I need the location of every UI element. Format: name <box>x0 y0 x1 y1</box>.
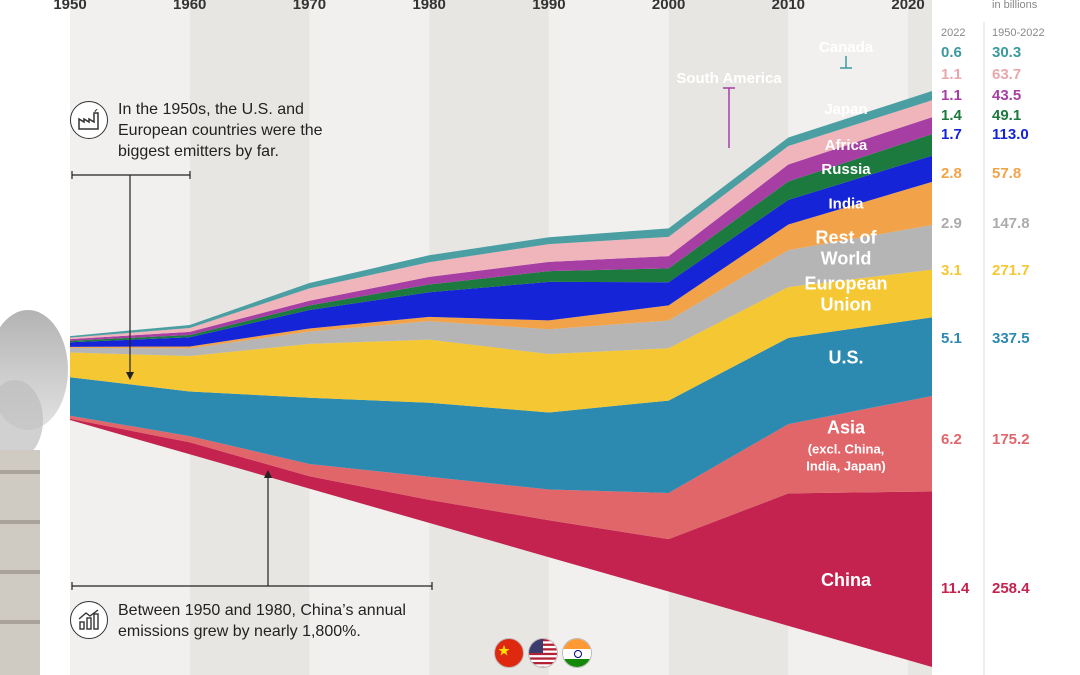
panel-value-cumulative: 271.7 <box>992 262 1030 279</box>
area-european-union <box>70 269 932 413</box>
smokestack-illustration <box>0 310 68 675</box>
region-label: Japan <box>824 101 867 118</box>
panel-background <box>934 0 1080 675</box>
callout-bottom-line2: emissions grew by nearly 1,800%. <box>118 623 361 640</box>
x-tick-label: 2010 <box>772 0 805 13</box>
region-label: China <box>821 570 872 590</box>
region-label: India <box>828 195 864 212</box>
panel-value-cumulative: 49.1 <box>992 107 1021 124</box>
panel-col2-header: 1950-2022 <box>992 27 1045 39</box>
panel-value-cumulative: 57.8 <box>992 165 1021 182</box>
x-tick-label: 1970 <box>293 0 326 13</box>
region-label: World <box>821 248 872 268</box>
region-label: (excl. China, <box>808 442 885 457</box>
panel-value-cumulative: 337.5 <box>992 330 1030 347</box>
panel-value-2022: 1.1 <box>941 87 962 104</box>
x-tick-label: 2020 <box>891 0 924 13</box>
region-label: Rest of <box>815 227 877 247</box>
x-axis-ticks: 1950 1960 1970 1980 1990 2000 2010 2020 <box>53 0 924 13</box>
callout-top-line1: In the 1950s, the U.S. and <box>118 101 304 118</box>
panel-value-cumulative: 43.5 <box>992 87 1021 104</box>
panel-value-2022: 2.9 <box>941 215 962 232</box>
area-india <box>70 181 932 349</box>
x-tick-label: 2000 <box>652 0 685 13</box>
panel-value-2022: 1.7 <box>941 126 962 143</box>
stacked-areas <box>70 91 932 667</box>
region-label: Russia <box>821 161 871 178</box>
x-tick-label: 1990 <box>532 0 565 13</box>
callout-top-line2: European countries were the <box>118 122 323 139</box>
panel-value-2022: 11.4 <box>941 580 970 597</box>
panel-value-cumulative: 30.3 <box>992 44 1021 61</box>
panel-col1-header: 2022 <box>941 27 965 39</box>
callout-top-line3: biggest emitters by far. <box>118 143 279 160</box>
panel-value-2022: 0.6 <box>941 44 962 61</box>
panel-value-cumulative: 258.4 <box>992 580 1030 597</box>
area-rest-of-world <box>70 225 932 357</box>
region-label: Canada <box>819 39 874 56</box>
callout-top: In the 1950s, the U.S. and European coun… <box>118 99 378 162</box>
south-america-leader-line <box>723 87 735 148</box>
region-labels: Canada South America Japan Africa Russia Indi… <box>676 39 887 590</box>
panel-value-2022: 5.1 <box>941 330 962 347</box>
region-label: South America <box>676 70 782 87</box>
panel-value-2022: 6.2 <box>941 431 962 448</box>
panel-value-cumulative: 147.8 <box>992 215 1030 232</box>
china-flag-icon <box>494 638 524 668</box>
panel-value-2022: 1.1 <box>941 66 962 83</box>
india-flag-icon <box>562 638 592 668</box>
right-value-panel: in billions 2022 1950-2022 0.6 30.3 1.1 63.7 1.… <box>934 0 1080 675</box>
region-label: European <box>804 274 887 294</box>
us-flag-icon <box>528 638 558 668</box>
canada-leader-line <box>840 56 852 69</box>
panel-subtitle: in billions <box>992 0 1038 11</box>
x-tick-label: 1950 <box>53 0 86 13</box>
factory-icon <box>70 101 108 139</box>
area-china <box>70 418 932 667</box>
callout-bottom: Between 1950 and 1980, China’s annual em… <box>118 600 448 642</box>
area-asia <box>70 395 932 540</box>
region-label: India, Japan) <box>806 459 885 474</box>
panel-value-cumulative: 63.7 <box>992 66 1021 83</box>
x-tick-label: 1960 <box>173 0 206 13</box>
region-label: U.S. <box>828 348 863 368</box>
callout-connectors <box>71 171 433 590</box>
callout-bottom-line1: Between 1950 and 1980, China’s annual <box>118 602 406 619</box>
area-u-s- <box>70 317 932 493</box>
panel-value-cumulative: 113.0 <box>992 126 1029 143</box>
panel-value-cumulative: 175.2 <box>992 431 1030 448</box>
panel-value-2022: 3.1 <box>941 262 962 279</box>
panel-value-2022: 2.8 <box>941 165 962 182</box>
region-label: Asia <box>827 418 866 438</box>
region-label: Union <box>821 295 872 315</box>
area-russia <box>70 155 932 347</box>
x-tick-label: 1980 <box>412 0 445 13</box>
panel-value-2022: 1.4 <box>941 107 963 124</box>
growth-chart-icon <box>70 601 108 639</box>
region-label: Africa <box>825 137 868 154</box>
